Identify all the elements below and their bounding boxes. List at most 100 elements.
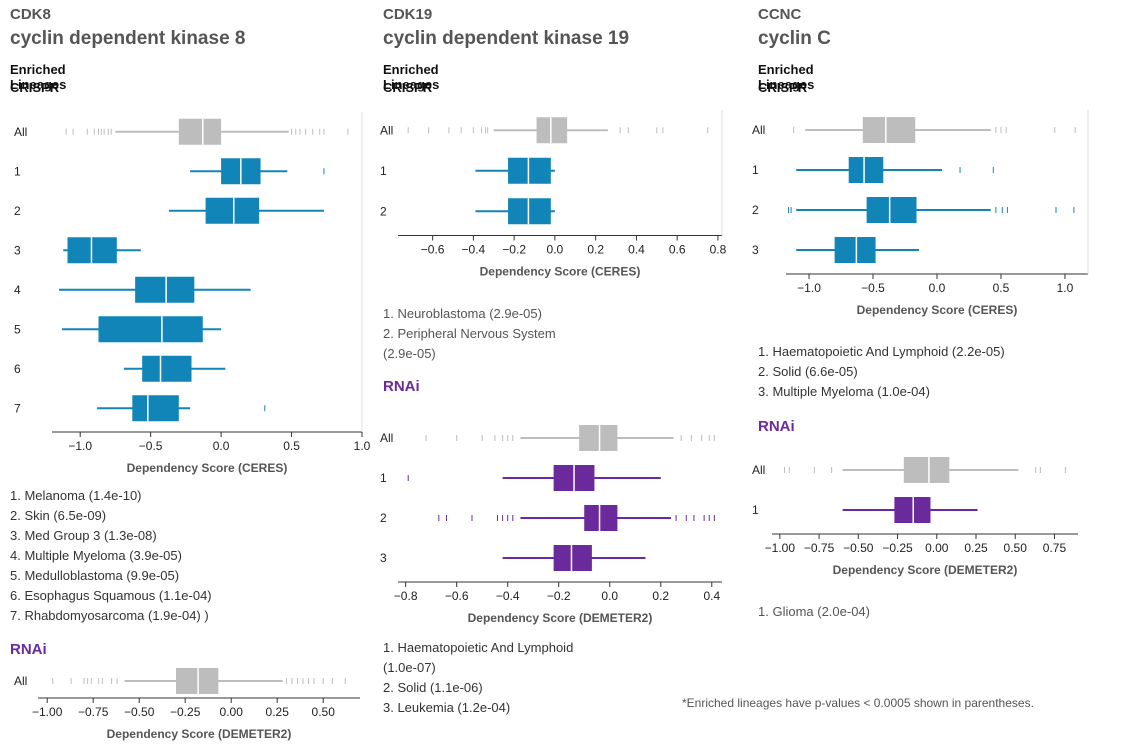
- list-item: 3. Med Group 3 (1.3e-08): [10, 528, 157, 543]
- x-tick-label: 0.25: [964, 541, 988, 555]
- gene-symbol: CDK8: [10, 6, 51, 23]
- x-tick-label: 0.6: [669, 243, 686, 257]
- box: [584, 505, 618, 531]
- box: [132, 395, 179, 422]
- x-tick-label: −0.5: [861, 281, 885, 295]
- x-tick-label: −0.50: [843, 541, 874, 555]
- gene-full-name: cyclin dependent kinase 19: [383, 28, 630, 49]
- x-tick-label: 0.00: [220, 705, 244, 719]
- row-label: 1: [752, 503, 759, 517]
- box: [178, 118, 222, 145]
- x-tick-label: 0.2: [587, 243, 604, 257]
- row-label: 2: [14, 204, 21, 218]
- box: [553, 545, 592, 571]
- x-tick-label: −0.2: [547, 589, 571, 603]
- ccnc-crispr-lineage-list: 1. Haematopoietic And Lymphoid (2.2e-05)…: [758, 342, 1005, 402]
- gene-symbol: CDK19: [383, 6, 433, 23]
- footnote: *Enriched lineages have p-values < 0.000…: [682, 696, 1034, 710]
- gene-full-name: cyclin C: [758, 28, 831, 49]
- x-tick-label: 0.50: [1004, 541, 1028, 555]
- chart-cdk19-rnai: All 1 2 3 −0.8 −0.6 −0.4 −0.2 0.0 0.2 0.4 Dependenc…: [380, 425, 722, 625]
- list-item: 7. Rhabdomyosarcoma (1.9e-04) ): [10, 608, 209, 623]
- list-item: 2. Skin (6.5e-09): [10, 508, 107, 523]
- chart-cdk8-crispr: All 1 2 3 4 5 6 7 −1.0 −0.5 0.0 0.5 1.0 Dependency Sc…: [14, 112, 371, 475]
- list-item: 1. Melanoma (1.4e-10): [10, 488, 142, 503]
- x-tick-label: −0.4: [496, 589, 520, 603]
- x-tick-label: 0.4: [628, 243, 645, 257]
- box: [98, 316, 203, 343]
- x-tick-label: 0.0: [213, 439, 230, 453]
- row-label: 3: [380, 551, 387, 565]
- x-tick-label: 0.5: [993, 281, 1010, 295]
- row-label: All: [752, 463, 765, 477]
- list-item: 3. Multiple Myeloma (1.0e-04): [758, 384, 930, 399]
- x-tick-label: 0.0: [547, 243, 564, 257]
- x-tick-label: −0.25: [170, 705, 201, 719]
- list-item: (2.9e-05): [383, 346, 436, 361]
- x-tick-label: 0.2: [652, 589, 669, 603]
- x-tick-label: 0.0: [601, 589, 618, 603]
- row-label: 1: [752, 163, 759, 177]
- list-item: 2. Peripheral Nervous System: [383, 326, 556, 341]
- x-tick-label: −0.6: [445, 589, 469, 603]
- x-axis-label: Dependency Score (CERES): [857, 303, 1018, 317]
- cdk8-crispr-lineage-list: 1. Melanoma (1.4e-10) 2. Skin (6.5e-09) …: [10, 486, 212, 626]
- list-item: 2. Solid (1.1e-06): [383, 680, 483, 695]
- x-axis-label: Dependency Score (DEMETER2): [107, 727, 292, 741]
- x-tick-label: −0.4: [462, 243, 486, 257]
- row-label: All: [380, 431, 393, 445]
- list-item: 4. Multiple Myeloma (3.9e-05): [10, 548, 182, 563]
- list-item: 1. Neuroblastoma (2.9e-05): [383, 306, 542, 321]
- row-label: 6: [14, 362, 21, 376]
- x-tick-label: 1.0: [354, 439, 371, 453]
- row-label: 1: [380, 164, 387, 178]
- rnai-heading: RNAi: [383, 378, 420, 395]
- box: [176, 668, 219, 694]
- box: [205, 197, 260, 224]
- rnai-heading: RNAi: [758, 418, 795, 435]
- x-tick-label: −0.2: [502, 243, 526, 257]
- x-tick-label: −0.50: [124, 705, 155, 719]
- chart-ccnc-rnai: All 1 −1.00 −0.75 −0.50 −0.25 0.00 0.25 0.50 0.75…: [752, 457, 1078, 577]
- cdk19-crispr-lineage-list: 1. Neuroblastoma (2.9e-05) 2. Peripheral…: [383, 304, 556, 364]
- box: [508, 157, 551, 184]
- box: [834, 237, 876, 263]
- list-item: 6. Esophagus Squamous (1.1e-04): [10, 588, 212, 603]
- crispr-heading: CRISPR: [758, 80, 808, 95]
- row-label: 2: [380, 511, 387, 525]
- row-label: 3: [14, 243, 21, 257]
- list-item: 2. Solid (6.6e-05): [758, 364, 858, 379]
- box: [579, 425, 618, 451]
- x-axis-label: Dependency Score (DEMETER2): [468, 611, 653, 625]
- crispr-heading: CRISPR: [10, 80, 60, 95]
- row-label: 1: [14, 164, 21, 178]
- box: [894, 497, 931, 523]
- row-label: All: [380, 123, 393, 137]
- x-tick-label: 0.4: [703, 589, 720, 603]
- x-tick-label: −1.00: [765, 541, 796, 555]
- x-tick-label: −1.0: [68, 439, 92, 453]
- list-item: 1. Haematopoietic And Lymphoid: [383, 640, 574, 655]
- x-axis-label: Dependency Score (DEMETER2): [833, 563, 1018, 577]
- x-tick-label: 1.0: [1057, 281, 1074, 295]
- box: [508, 198, 551, 225]
- crispr-heading: CRISPR: [383, 80, 433, 95]
- list-item: 5. Medulloblastoma (9.9e-05): [10, 568, 180, 583]
- list-item: 3. Leukemia (1.2e-04): [383, 700, 511, 715]
- rnai-heading: RNAi: [10, 641, 47, 658]
- x-tick-label: 0.25: [266, 705, 290, 719]
- row-label: 5: [14, 322, 21, 336]
- x-tick-label: −0.75: [78, 705, 109, 719]
- chart-cdk19-crispr: All 1 2 −0.6 −0.4 −0.2 0.0 0.2 0.4 0.6 0.8 Dependen…: [380, 110, 727, 279]
- row-label: All: [14, 125, 27, 139]
- x-tick-label: −0.5: [139, 439, 163, 453]
- box: [862, 117, 916, 143]
- enriched-lineages-heading: Enriched Lineages: [10, 62, 67, 92]
- x-tick-label: 0.00: [925, 541, 949, 555]
- box: [848, 157, 884, 183]
- x-tick-label: 0.8: [710, 243, 727, 257]
- box: [903, 457, 950, 483]
- enriched-lineages-heading: Enriched Lineages: [758, 62, 815, 92]
- row-label: 1: [380, 471, 387, 485]
- x-tick-label: −0.6: [421, 243, 445, 257]
